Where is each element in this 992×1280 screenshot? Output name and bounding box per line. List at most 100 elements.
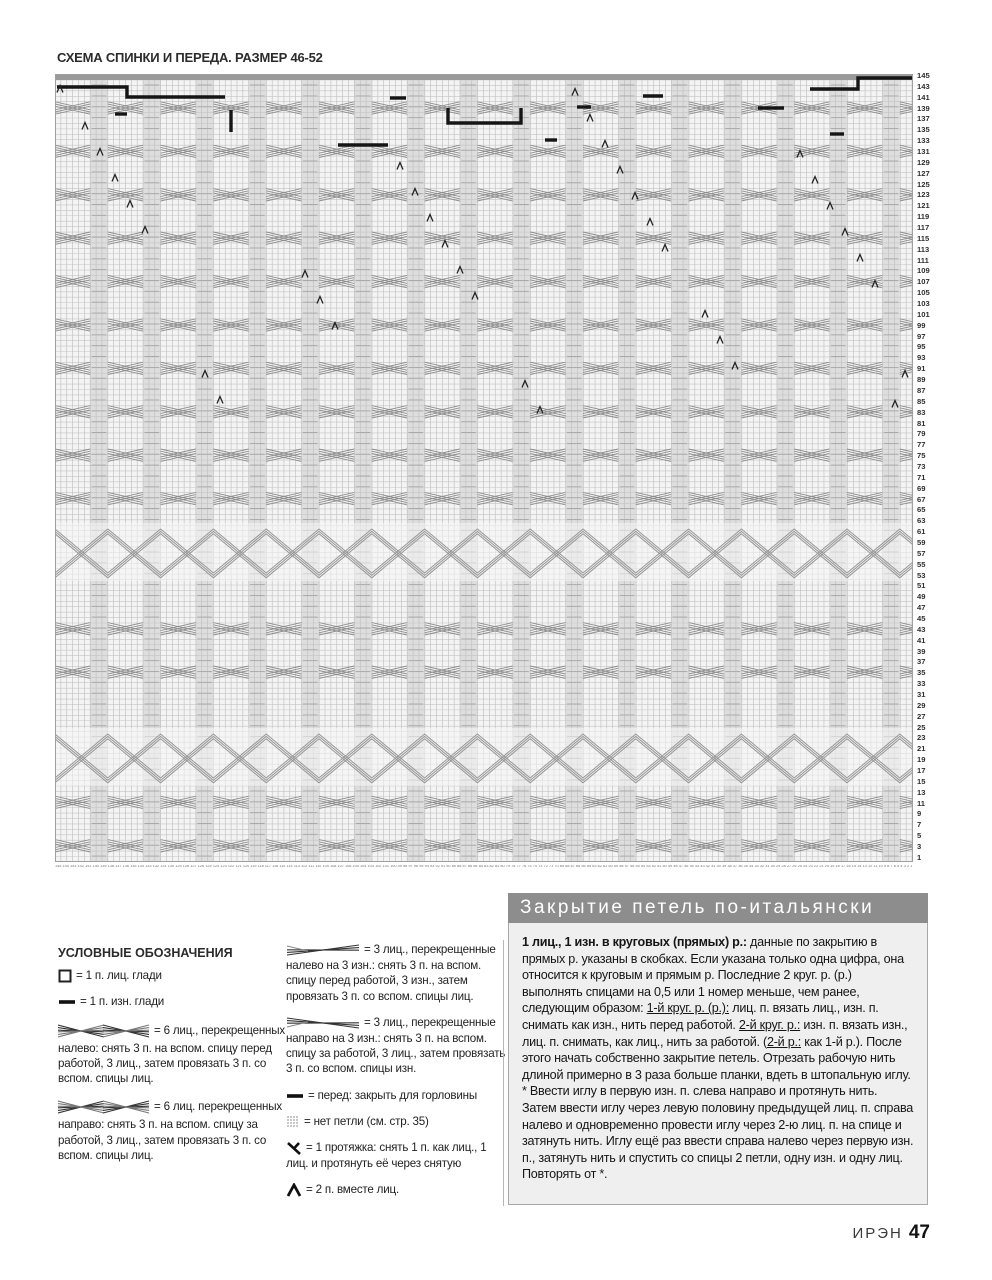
stitch-number: 67	[570, 865, 575, 868]
stitch-number: 87	[462, 865, 467, 868]
stitch-number: 112	[301, 865, 308, 868]
stitch-number: 42	[705, 865, 711, 868]
row-number: 29	[917, 700, 926, 710]
stitch-number: 74	[532, 865, 538, 868]
stitch-number: 84	[478, 865, 483, 868]
row-number: 135	[917, 125, 930, 135]
stitch-number: 37	[732, 865, 738, 868]
cable6l-icon	[57, 1024, 150, 1038]
stitch-number: 111	[308, 865, 315, 868]
stitch-number: 140	[92, 865, 99, 868]
row-number: 53	[917, 570, 926, 580]
stitch-number: 17	[840, 865, 846, 868]
stitch-number: 73	[538, 865, 543, 868]
instruction-text-segment: изн. п. вязать изн., лиц. п. снимать, ка…	[522, 1017, 908, 1049]
stitch-number: 40	[716, 865, 721, 868]
row-number: 13	[917, 787, 926, 797]
instruction-text-segment: как 1-й р.). После этого начать собствен…	[522, 1034, 914, 1182]
legend-column-1: = 1 п. лиц. глади = 1 п. изн. глади = 6 ли…	[57, 968, 292, 1174]
row-number: 33	[917, 679, 926, 689]
stitch-number: 43	[700, 865, 705, 868]
row-number: 49	[917, 592, 926, 602]
row-number: 89	[917, 375, 926, 385]
legend-item: = 1 п. лиц. глади	[58, 968, 292, 983]
stitch-number: 19	[830, 865, 835, 868]
stitch-number: 3	[903, 865, 906, 868]
stitch-number: 21	[819, 865, 824, 868]
stitch-number: 70	[554, 865, 559, 868]
stitch-number: 97	[408, 865, 413, 868]
stitch-number: 129	[175, 865, 182, 868]
row-number: 137	[917, 114, 930, 124]
row-number: 21	[917, 744, 926, 754]
stitch-number: 44	[694, 865, 700, 868]
stitch-number: 135	[130, 865, 137, 868]
row-number: 67	[917, 494, 926, 504]
stitch-number: 141	[85, 865, 92, 868]
stitch-number: 10	[878, 865, 883, 868]
stitch-number: 66	[576, 865, 581, 868]
row-number: 143	[917, 81, 930, 91]
stitch-number: 58	[619, 865, 624, 868]
stitch-number: 133	[145, 865, 152, 868]
instructions-body: 1 лиц., 1 изн. в круговых (прямых) р.: д…	[508, 923, 928, 1205]
row-number: 127	[917, 168, 930, 178]
knitting-chart	[54, 74, 992, 863]
stitch-number: 72	[543, 865, 548, 868]
stitch-number: 46	[684, 865, 689, 868]
row-number: 79	[917, 429, 926, 439]
stitch-number: 30	[770, 865, 775, 868]
row-number: 145	[917, 71, 930, 80]
row-number: 7	[917, 820, 922, 830]
legend-item: = 2 п. вместе лиц.	[286, 1181, 508, 1197]
stitch-number: 2	[906, 865, 910, 868]
row-number: 57	[917, 548, 926, 558]
stitch-number: 109	[322, 865, 329, 868]
stitch-number: 26	[792, 865, 797, 868]
stitch-number: 98	[403, 865, 408, 868]
stitch-number: 143	[70, 865, 77, 868]
stitch-number: 4	[900, 865, 903, 868]
legend-item: = 3 лиц., перекрещенные направо на 3 изн…	[286, 1015, 508, 1077]
legend-item: = 1 п. изн. глади	[58, 994, 292, 1009]
instructions-panel: Закрытие петель по-итальянски 1 лиц., 1 …	[508, 893, 928, 1205]
stitch-number: 136	[122, 865, 129, 868]
stitch-number: 55	[635, 865, 640, 868]
row-number: 59	[917, 537, 926, 547]
row-number: 23	[917, 733, 926, 743]
stitch-number: 120	[242, 865, 250, 868]
stitch-number: 91	[440, 865, 446, 868]
legend-item: = 3 лиц., перекрещенные налево на 3 изн.…	[286, 942, 508, 1004]
row-number: 113	[917, 244, 930, 254]
instruction-text-segment: 1-й круг. р. (р.):	[646, 1001, 730, 1016]
legend-heading: УСЛОВНЫЕ ОБОЗНАЧЕНИЯ	[58, 946, 233, 960]
row-number: 125	[917, 179, 930, 189]
stitch-number: 15	[851, 865, 856, 868]
row-number: 107	[917, 277, 930, 287]
stitch-number: 82	[489, 865, 494, 868]
page-title: СХЕМА СПИНКИ И ПЕРЕДА. РАЗМЕР 46-52	[57, 50, 323, 65]
instruction-text-segment: данные по закрытию в прямых р. указаны в…	[522, 935, 904, 1016]
stitch-number: 71	[549, 865, 554, 868]
row-number: 101	[917, 309, 930, 319]
stitch-number: 14	[857, 865, 862, 868]
dash-icon	[59, 1000, 75, 1005]
stitch-number: 36	[738, 865, 743, 868]
stitch-number: 25	[797, 865, 802, 868]
stitch-number: 6	[893, 865, 896, 868]
row-number: 91	[917, 364, 926, 374]
stitch-number: 124	[212, 865, 220, 868]
row-number: 65	[917, 505, 926, 515]
row-number: 105	[917, 288, 930, 298]
stitch-number: 126	[197, 865, 205, 868]
stitch-number: 119	[250, 865, 257, 868]
stitch-number: 11	[873, 865, 878, 868]
stitch-number: 38	[727, 865, 732, 868]
legend-item: = 1 протяжка: снять 1 п. как лиц., 1 лиц…	[286, 1140, 508, 1171]
stitch-number: 93	[430, 865, 435, 868]
stitch-number: 89	[451, 865, 456, 868]
row-number: 71	[917, 472, 926, 482]
stitch-number: 8	[887, 865, 890, 868]
stitch-number: 116	[272, 865, 279, 868]
stitch-number: 123	[220, 865, 227, 868]
